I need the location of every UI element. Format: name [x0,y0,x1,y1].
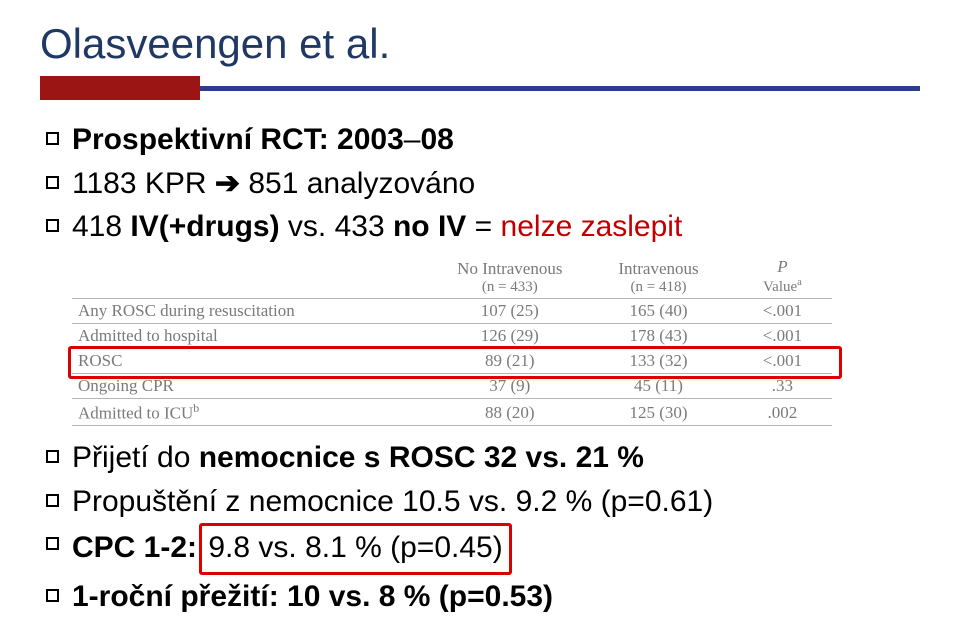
table-cell-label: Ongoing CPR [72,373,435,398]
bullet-item: Propuštění z nemocnice 10.5 vs. 9.2 % (p… [40,480,920,524]
table-cell: 133 (32) [584,348,733,373]
table-cell-label: Any ROSC during resuscitation [72,298,435,323]
table-head: No Intravenous(n = 433)Intravenous(n = 4… [72,255,832,299]
bullet-item: 1-roční přežití: 10 vs. 8 % (p=0.53) [40,575,920,619]
slide: Olasveengen et al. Prospektivní RCT: 200… [0,0,960,640]
table-body: Any ROSC during resuscitation107 (25)165… [72,298,832,426]
table-cell: 45 (11) [584,373,733,398]
table-cell: 165 (40) [584,298,733,323]
table-row: Admitted to hospital126 (29)178 (43)<.00… [72,323,832,348]
data-table-wrap: No Intravenous(n = 433)Intravenous(n = 4… [72,255,832,427]
table-cell: 37 (9) [435,373,584,398]
bullet-item: CPC 1-2: 9.8 vs. 8.1 % (p=0.45) [40,523,920,575]
table-col-header: PValuea [733,255,832,299]
table-cell-label: ROSC [72,348,435,373]
table-cell-p: .002 [733,398,832,426]
table-cell: 125 (30) [584,398,733,426]
table-cell: 107 (25) [435,298,584,323]
data-table: No Intravenous(n = 433)Intravenous(n = 4… [72,255,832,427]
bullet-item: Prospektivní RCT: 2003–08 [40,118,920,162]
table-cell: 89 (21) [435,348,584,373]
rule-blue-line [200,86,920,91]
bullet-item: 418 IV(+drugs) vs. 433 no IV = nelze zas… [40,205,920,249]
page-title: Olasveengen et al. [40,20,920,68]
table-col-header: Intravenous(n = 418) [584,255,733,299]
bullets-top: Prospektivní RCT: 2003–081183 KPR ➔ 851 … [40,118,920,249]
table-row: Admitted to ICUb88 (20)125 (30).002 [72,398,832,426]
table-cell-label: Admitted to hospital [72,323,435,348]
rule-red-block [40,76,200,100]
table-cell: 178 (43) [584,323,733,348]
table-cell-p: <.001 [733,348,832,373]
table-cell: 126 (29) [435,323,584,348]
table-row: Ongoing CPR37 (9)45 (11).33 [72,373,832,398]
table-cell-p: .33 [733,373,832,398]
bullet-item: 1183 KPR ➔ 851 analyzováno [40,162,920,206]
table-col-header: No Intravenous(n = 433) [435,255,584,299]
title-rule [40,76,920,100]
table-cell-p: <.001 [733,323,832,348]
table-cell-p: <.001 [733,298,832,323]
bullet-item: Přijetí do nemocnice s ROSC 32 vs. 21 % [40,436,920,480]
table-row: ROSC89 (21)133 (32)<.001 [72,348,832,373]
table-cell: 88 (20) [435,398,584,426]
table-col-header [72,255,435,299]
table-cell-label: Admitted to ICUb [72,398,435,426]
table-row: Any ROSC during resuscitation107 (25)165… [72,298,832,323]
bullets-bottom: Přijetí do nemocnice s ROSC 32 vs. 21 %P… [40,436,920,618]
